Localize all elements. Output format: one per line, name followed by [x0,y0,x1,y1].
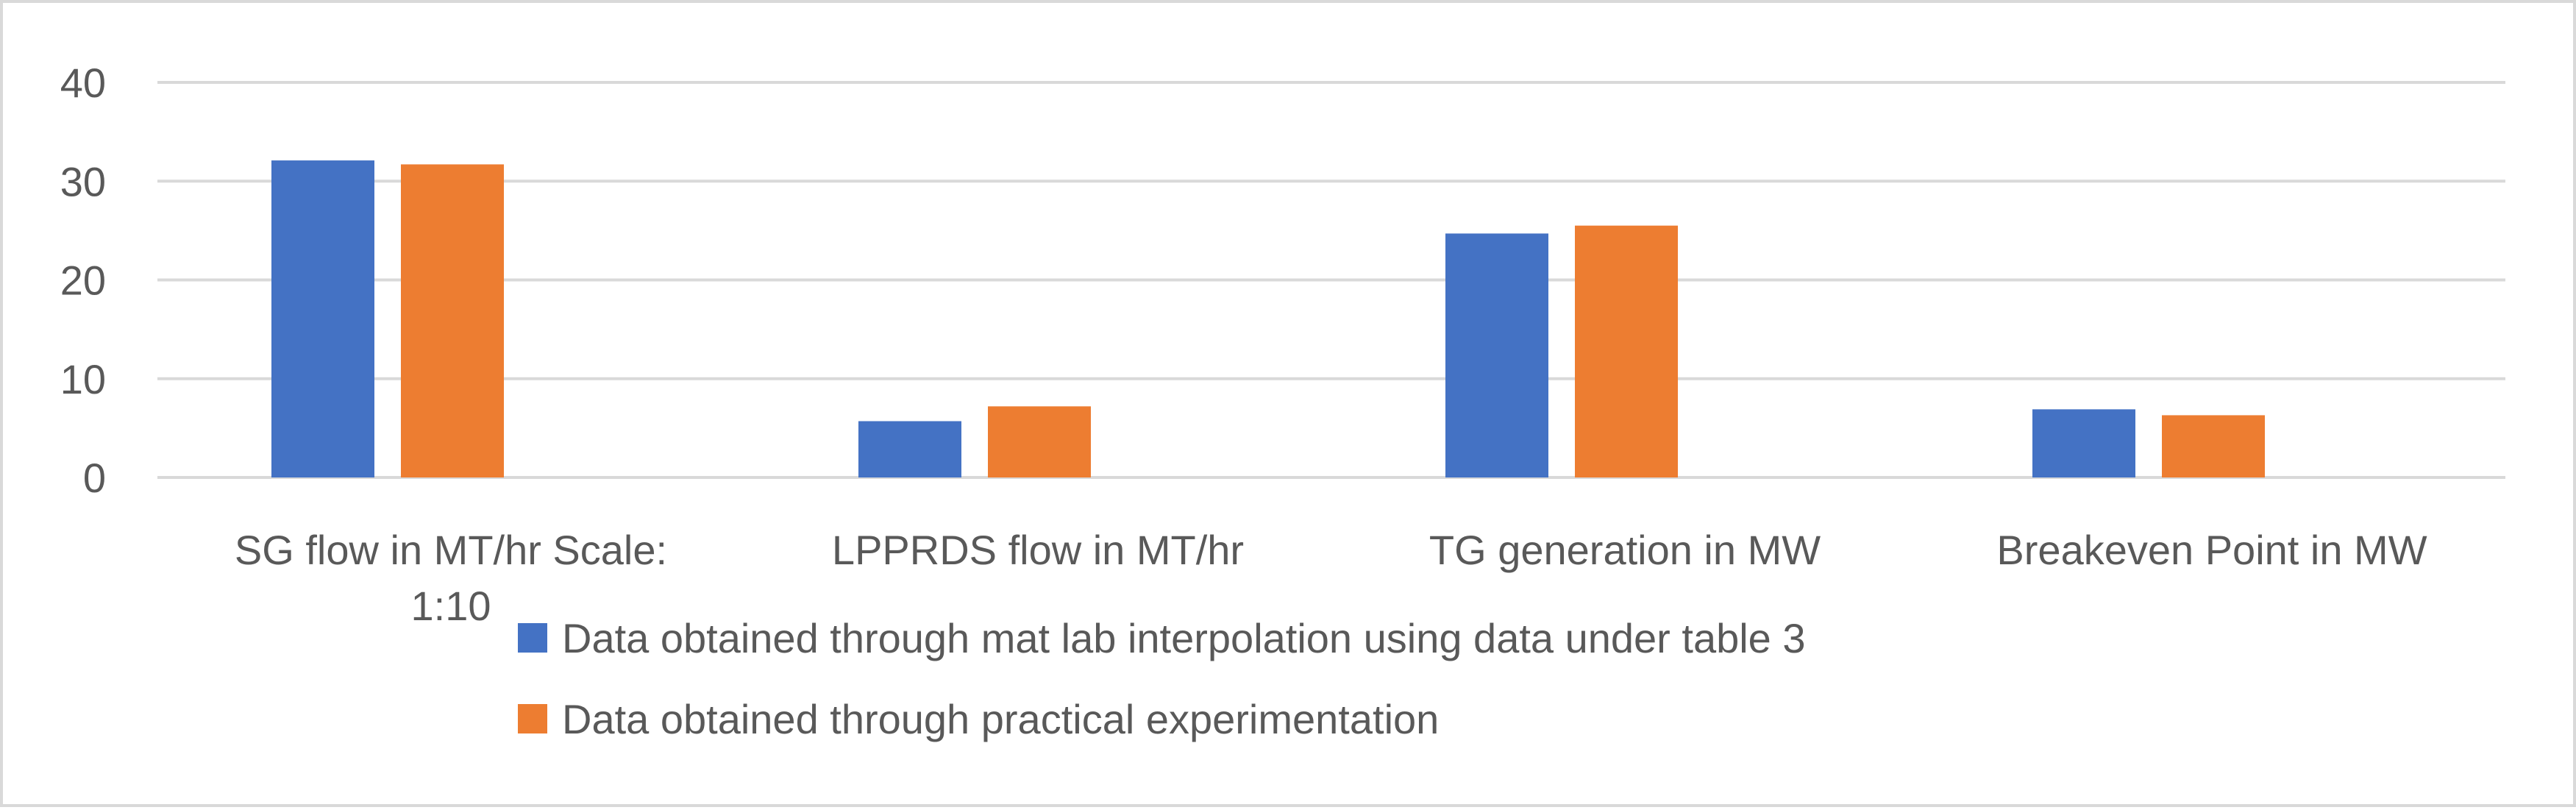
bar-series2-cat2 [988,406,1091,477]
legend-label-2: Data obtained through practical experime… [562,696,1439,742]
bar-chart: 0 10 20 30 40 SG flow in MT/hr Scale: 1:10 LPPR… [60,60,2505,742]
y-tick-label: 20 [60,257,106,304]
bar-series2-cat4 [2162,415,2265,477]
category-label: TG generation in MW [1429,527,1821,573]
y-tick-label: 40 [60,60,106,106]
legend-swatch-1 [518,623,547,653]
bar-series1-cat4 [2032,409,2135,477]
y-tick-label: 10 [60,356,106,402]
category-label: SG flow in MT/hr Scale: [235,527,667,573]
category-label: LPPRDS flow in MT/hr [832,527,1244,573]
bar-series2-cat3 [1575,225,1678,477]
y-tick-label: 30 [60,158,106,205]
bar-series2-cat1 [401,164,504,478]
category-label: 1:10 [411,583,491,629]
category-label: Breakeven Point in MW [1996,527,2427,573]
bar-series1-cat3 [1445,233,1548,477]
bar-series1-cat1 [271,160,374,477]
bar-series1-cat2 [858,421,961,477]
legend-swatch-2 [518,704,547,733]
y-tick-label: 0 [83,455,106,501]
legend-label-1: Data obtained through mat lab interpolat… [562,615,1806,661]
